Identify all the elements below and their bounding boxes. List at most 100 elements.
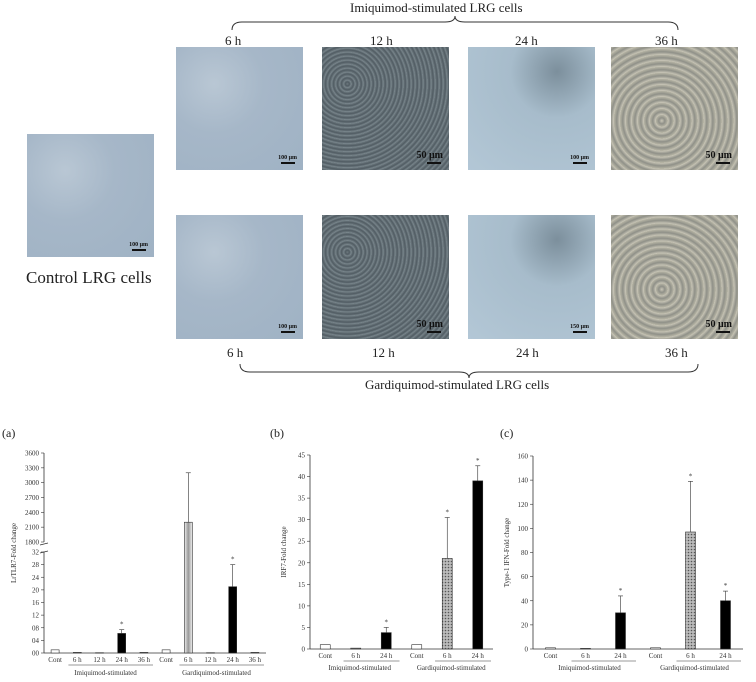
chart-c-ytick-label: 20 <box>521 621 529 629</box>
chart-a-ylabel: LrTLR7-Fold change <box>10 523 18 583</box>
control-label: Control LRG cells <box>26 268 152 287</box>
chart-c-ytick-label: 80 <box>521 549 529 557</box>
chart-c-ytick-label: 140 <box>518 477 529 485</box>
chart-b-ytick-label: 35 <box>298 495 306 503</box>
chart-a-x-label: 36 h <box>138 656 151 664</box>
chart-c: 0 20 40 60 80 100 120 140 160 Cont 6 h * 24 h Cont * 6 … <box>503 453 743 672</box>
chart-c-group-label: Gardiquimod-stimulated <box>660 664 729 672</box>
chart-a-x-label: 12 h <box>204 656 217 664</box>
chart-a-significance-star: * <box>231 556 235 564</box>
chart-a-x-label: Cont <box>48 656 62 664</box>
chart-b-x-label: 6 h <box>351 652 360 660</box>
chart-c-x-label: 24 h <box>719 652 732 660</box>
chart-b-ytick-label: 25 <box>298 538 306 546</box>
chart-b-bar <box>472 480 484 650</box>
chart-b-ytick-label: 5 <box>302 624 306 632</box>
chart-b-ylabel: IRF7-Fold change <box>280 526 288 577</box>
chart-b-ytick-label: 45 <box>298 452 306 460</box>
chart-a: 1800 2100 2400 2700 3000 3300 3600 00 04 08 12 16 20… <box>10 450 266 677</box>
micrograph-gard-36h: 50 μm <box>611 215 738 339</box>
chart-a-bar <box>117 633 126 654</box>
chart-a-ytick-label: 00 <box>32 650 40 658</box>
bottom-group-label: Gardiquimod-stimulated LRG cells <box>365 377 550 392</box>
micrograph-imiq-6h: 100 μm <box>176 47 303 170</box>
chart-a-ytick-label: 2700 <box>25 494 40 502</box>
chart-b-ytick-label: 20 <box>298 559 306 567</box>
chart-a-ytick-label: 24 <box>32 574 40 582</box>
chart-a-ytick-label: 1800 <box>25 539 40 547</box>
chart-a-bar <box>184 521 193 654</box>
chart-b-x-label: Cont <box>318 652 332 660</box>
chart-c-ytick-label: 0 <box>525 646 529 654</box>
chart-a-ytick-label: 28 <box>32 561 40 569</box>
chart-c-significance-star: * <box>724 582 728 590</box>
panel-b-label: (b) <box>270 426 284 440</box>
micrograph-imiq-36h: 50 μm <box>611 47 738 170</box>
top-time-12h: 12 h <box>370 33 393 48</box>
top-time-6h: 6 h <box>225 33 242 48</box>
chart-a-ytick-label: 08 <box>32 624 40 632</box>
bottom-time-36h: 36 h <box>665 345 688 360</box>
chart-a-ytick-label: 04 <box>32 637 40 645</box>
chart-c-bar <box>615 612 626 650</box>
chart-c-significance-star: * <box>619 587 623 595</box>
chart-c-ytick-label: 160 <box>518 453 529 461</box>
micrograph-gard-24h: 150 μm <box>468 215 595 339</box>
chart-a-ytick-label: 20 <box>32 586 40 594</box>
chart-b: 0 5 10 15 20 25 30 35 40 45 Cont 6 h * 24 h Cont * 6 h * 2… <box>280 452 493 672</box>
chart-c-x-label: 6 h <box>581 652 590 660</box>
chart-b-ytick-label: 30 <box>298 516 306 524</box>
chart-a-x-label: 36 h <box>249 656 262 664</box>
chart-b-significance-star: * <box>385 618 389 626</box>
chart-c-bar <box>720 600 731 650</box>
chart-a-ytick-label: 3300 <box>25 464 40 472</box>
chart-c-ytick-label: 40 <box>521 597 529 605</box>
chart-c-ytick-label: 60 <box>521 573 529 581</box>
chart-c-ylabel: Type-1 IFN-Fold change <box>503 518 511 588</box>
chart-a-bar <box>73 652 82 654</box>
micrograph-imiq-12h: 50 μm <box>322 47 449 170</box>
chart-c-bar <box>545 647 556 650</box>
panel-c-label: (c) <box>500 426 514 440</box>
chart-a-group-label: Gardiquimod-stimulated <box>182 669 251 677</box>
bottom-time-12h: 12 h <box>372 345 395 360</box>
chart-a-bar <box>95 652 104 654</box>
chart-a-x-label: 6 h <box>73 656 82 664</box>
chart-a-bar <box>206 652 215 654</box>
chart-a-ytick-label: 16 <box>32 599 40 607</box>
chart-a-ytick-label: 3000 <box>25 479 40 487</box>
chart-b-ytick-label: 15 <box>298 581 306 589</box>
chart-b-bar <box>411 644 423 650</box>
chart-b-bar <box>350 647 362 650</box>
chart-a-ytick-label: 2100 <box>25 524 40 532</box>
chart-b-ytick-label: 40 <box>298 473 306 481</box>
bottom-time-24h: 24 h <box>516 345 539 360</box>
chart-c-bar <box>580 648 591 650</box>
chart-a-x-label: 24 h <box>116 656 129 664</box>
chart-a-group-label: Imiquimod-stimulated <box>74 669 137 677</box>
chart-a-bar <box>50 649 60 654</box>
top-time-24h: 24 h <box>515 33 538 48</box>
chart-c-x-label: Cont <box>544 652 558 660</box>
chart-b-group-label: Imiquimod-stimulated <box>328 664 391 672</box>
top-time-36h: 36 h <box>655 33 678 48</box>
chart-a-ytick-label: 2400 <box>25 509 40 517</box>
chart-a-bar <box>250 652 260 654</box>
micrograph-imiq-24h: 100 μm <box>468 47 595 170</box>
chart-b-bar <box>441 558 453 650</box>
chart-a-ytick-label: 3600 <box>25 450 40 458</box>
chart-c-significance-star: * <box>689 472 693 480</box>
chart-b-bar <box>380 632 392 650</box>
top-brace <box>231 16 679 31</box>
chart-c-group-label: Imiquimod-stimulated <box>558 664 621 672</box>
chart-a-x-label: 6 h <box>184 656 193 664</box>
chart-c-bar <box>650 647 661 650</box>
chart-b-significance-star: * <box>476 457 480 465</box>
chart-b-ytick-label: 10 <box>298 602 306 610</box>
chart-a-x-label: 24 h <box>227 656 240 664</box>
panel-a-label: (a) <box>2 426 16 440</box>
chart-b-bar <box>319 644 331 650</box>
chart-b-ytick-label: 0 <box>302 646 306 654</box>
chart-a-bar <box>139 652 149 654</box>
chart-a-ytick-label: 12 <box>32 612 40 620</box>
